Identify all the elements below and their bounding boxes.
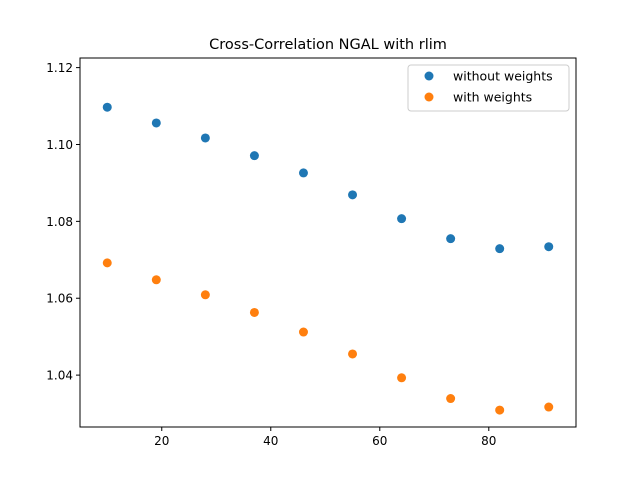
data-point [495, 405, 505, 415]
data-point [151, 118, 161, 128]
data-point [544, 242, 554, 252]
data-points [102, 102, 554, 415]
data-point [249, 307, 259, 317]
data-point [397, 373, 407, 383]
y-axis: 1.04 1.06 1.08 1.10 1.12 [46, 61, 80, 383]
data-point [200, 133, 210, 143]
legend-marker [424, 71, 434, 81]
data-point [348, 349, 358, 359]
series-without-weights [102, 102, 554, 254]
data-point [249, 151, 259, 161]
legend: without weights with weights [407, 64, 570, 112]
data-point [102, 102, 112, 112]
legend-label: with weights [453, 90, 532, 105]
data-point [348, 190, 358, 200]
series-with-weights [102, 258, 554, 415]
legend-box [407, 64, 570, 112]
data-point [298, 327, 308, 337]
legend-label: without weights [453, 69, 553, 84]
y-tick-label: 1.06 [46, 292, 73, 306]
x-tick-label: 40 [263, 434, 278, 448]
y-tick-label: 1.10 [46, 138, 73, 152]
data-point [446, 234, 456, 244]
data-point [397, 214, 407, 224]
x-tick-label: 20 [154, 434, 169, 448]
data-point [151, 275, 161, 285]
x-tick-label: 80 [481, 434, 496, 448]
chart-title: Cross-Correlation NGAL with rlim [209, 37, 447, 53]
data-point [200, 290, 210, 300]
data-point [298, 168, 308, 178]
data-point [544, 402, 554, 412]
data-point [495, 244, 505, 254]
x-axis: 20 40 60 80 [154, 427, 496, 448]
data-point [446, 394, 456, 404]
plot-area [79, 57, 577, 428]
y-tick-label: 1.08 [46, 215, 73, 229]
y-tick-label: 1.04 [46, 369, 73, 383]
legend-marker [424, 92, 434, 102]
y-tick-label: 1.12 [46, 61, 73, 75]
data-point [102, 258, 112, 268]
x-tick-label: 60 [372, 434, 387, 448]
